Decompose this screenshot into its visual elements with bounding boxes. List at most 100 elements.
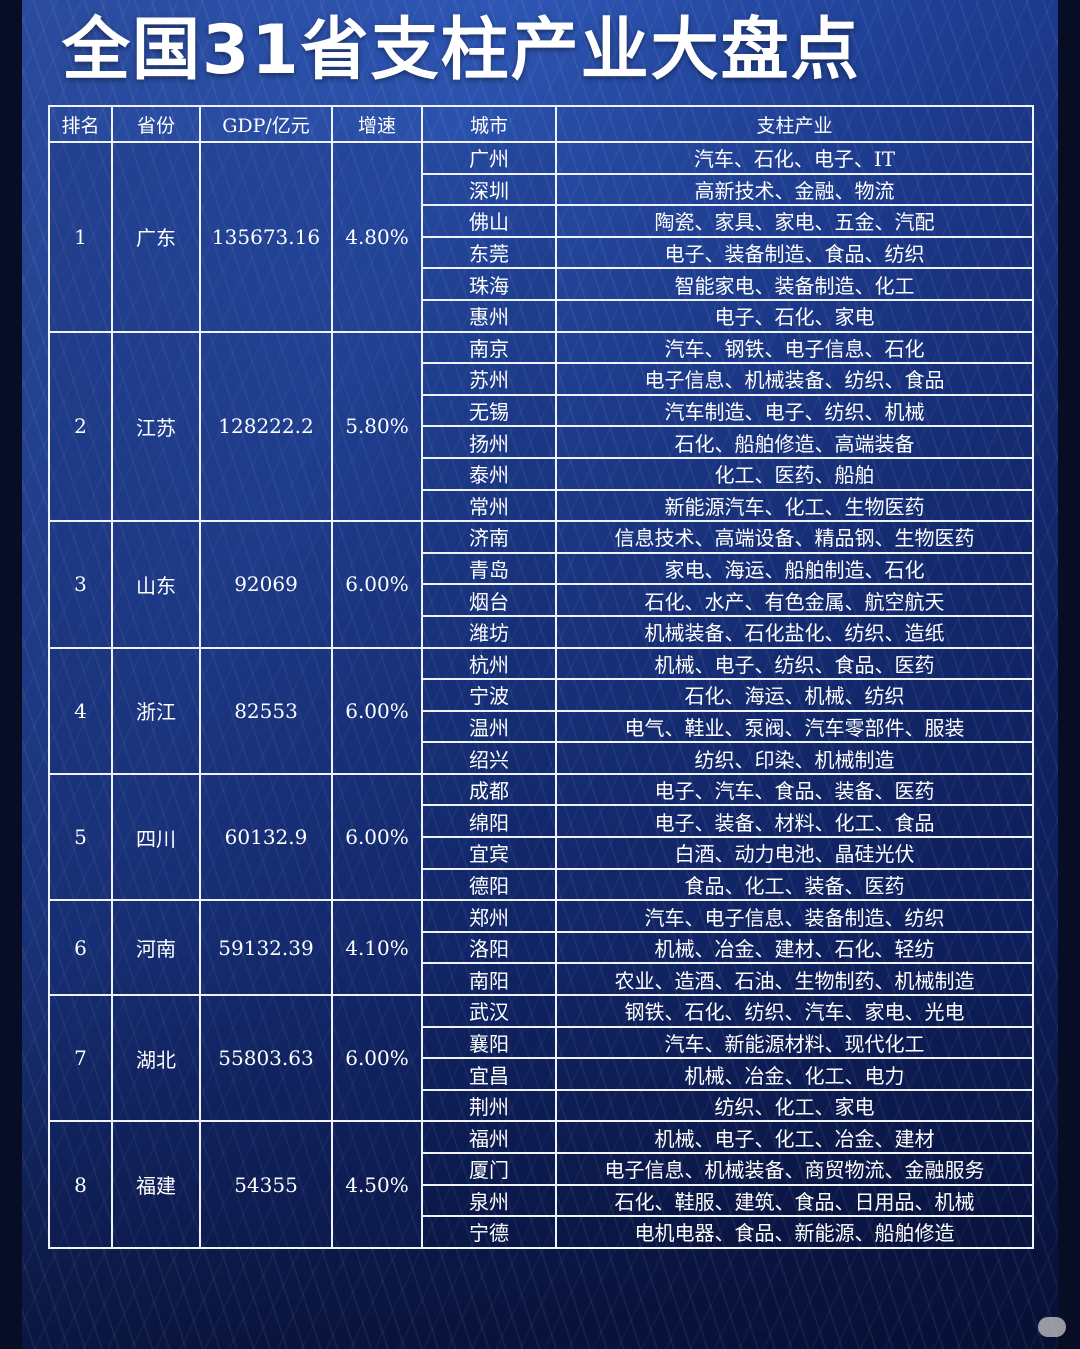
table-row: 温州 电气、鞋业、泵阀、汽车零部件、服装: [49, 709, 1034, 744]
industries-cell: 机械、电子、化工、冶金、建材: [555, 1120, 1034, 1154]
city-cell: 武汉: [421, 994, 557, 1028]
city-cell: 潍坊: [421, 614, 557, 649]
table-row: 佛山 陶瓷、家具、家电、五金、汽配: [49, 204, 1034, 238]
table-row: 南阳 农业、造酒、石油、生物制药、机械制造: [49, 962, 1034, 997]
industries-cell: 机械、电子、纺织、食品、医药: [555, 646, 1034, 681]
industries-cell: 智能家电、装备制造、化工: [555, 267, 1034, 301]
industries-cell: 电子、装备制造、食品、纺织: [555, 235, 1034, 270]
industries-cell: 农业、造酒、石油、生物制药、机械制造: [555, 962, 1034, 997]
table-row: 4 浙江 82553 6.00% 杭州 机械、电子、纺织、食品、医药: [48, 646, 1034, 775]
table-row: 宜昌 机械、冶金、化工、电力: [49, 1057, 1034, 1091]
gdp-cell: 128222.2: [199, 330, 333, 523]
growth-cell: 6.00%: [331, 520, 423, 649]
city-cell: 广州: [421, 141, 557, 175]
table-row: 襄阳 汽车、新能源材料、现代化工: [49, 1025, 1034, 1060]
city-cell: 洛阳: [421, 930, 557, 965]
industries-cell: 电子、汽车、食品、装备、医药: [555, 772, 1034, 807]
table-row: 3 山东 92069 6.00% 济南 信息技术、高端设备、精品钢、生物医药: [48, 520, 1034, 649]
city-cell: 泉州: [421, 1183, 557, 1218]
industries-cell: 高新技术、金融、物流: [555, 172, 1034, 207]
industries-cell: 钢铁、石化、纺织、汽车、家电、光电: [555, 994, 1034, 1028]
industries-cell: 机械装备、石化盐化、纺织、造纸: [555, 614, 1034, 649]
header-industries: 支柱产业: [555, 105, 1034, 143]
growth-cell: 4.50%: [331, 1120, 423, 1249]
industry-table: 排名 省份 GDP/亿元 增速 城市 支柱产业 1 广东 135673.16 4.80…: [48, 105, 1034, 1249]
table-row: 绵阳 电子、装备、材料、化工、食品: [49, 804, 1034, 839]
city-cell: 绵阳: [421, 804, 557, 839]
table-row: 绍兴 纺织、印染、机械制造: [49, 741, 1034, 775]
right-border: [1058, 0, 1080, 1349]
industries-cell: 汽车、新能源材料、现代化工: [555, 1025, 1034, 1060]
industries-cell: 电子、石化、家电: [555, 298, 1034, 333]
table-row: 珠海 智能家电、装备制造、化工: [49, 267, 1034, 301]
industries-cell: 电子信息、机械装备、纺织、食品: [555, 362, 1034, 396]
industries-cell: 机械、冶金、建材、石化、轻纺: [555, 930, 1034, 965]
industries-cell: 信息技术、高端设备、精品钢、生物医药: [555, 520, 1034, 554]
industries-cell: 汽车、钢铁、电子信息、石化: [555, 330, 1034, 365]
header-rank: 排名: [48, 105, 113, 143]
industries-cell: 新能源汽车、化工、生物医药: [555, 488, 1034, 523]
rank-cell: 8: [48, 1120, 113, 1249]
table-row: 烟台 石化、水产、有色金属、航空航天: [49, 583, 1034, 617]
table-row: 洛阳 机械、冶金、建材、石化、轻纺: [49, 930, 1034, 965]
table-row: 常州 新能源汽车、化工、生物医药: [49, 488, 1034, 523]
rank-cell: 5: [48, 772, 113, 902]
growth-cell: 5.80%: [331, 330, 423, 523]
industries-cell: 石化、水产、有色金属、航空航天: [555, 583, 1034, 617]
city-cell: 佛山: [421, 204, 557, 238]
gdp-cell: 135673.16: [199, 141, 333, 333]
city-cell: 温州: [421, 709, 557, 744]
city-cell: 泰州: [421, 456, 557, 491]
table-row: 宜宾 白酒、动力电池、晶硅光伏: [49, 836, 1034, 870]
table-row: 宁德 电机电器、食品、新能源、船舶修造: [49, 1215, 1034, 1249]
table-row: 8 福建 54355 4.50% 福州 机械、电子、化工、冶金、建材: [48, 1120, 1034, 1249]
city-cell: 珠海: [421, 267, 557, 301]
industries-cell: 电机电器、食品、新能源、船舶修造: [555, 1215, 1034, 1249]
province-cell: 湖北: [111, 994, 201, 1123]
table-row: 荆州 纺织、化工、家电: [49, 1088, 1034, 1123]
gdp-cell: 60132.9: [199, 772, 333, 902]
table-row: 东莞 电子、装备制造、食品、纺织: [49, 235, 1034, 270]
growth-cell: 6.00%: [331, 772, 423, 902]
city-cell: 南京: [421, 330, 557, 365]
industries-cell: 家电、海运、船舶制造、石化: [555, 551, 1034, 586]
industries-cell: 机械、冶金、化工、电力: [555, 1057, 1034, 1091]
gdp-cell: 59132.39: [199, 899, 333, 997]
table-row: 潍坊 机械装备、石化盐化、纺织、造纸: [49, 614, 1034, 649]
table-row: 深圳 高新技术、金融、物流: [49, 172, 1034, 207]
header-gdp: GDP/亿元: [199, 105, 333, 143]
city-cell: 常州: [421, 488, 557, 523]
industries-cell: 石化、鞋服、建筑、食品、日用品、机械: [555, 1183, 1034, 1218]
table-row: 5 四川 60132.9 6.00% 成都 电子、汽车、食品、装备、医药: [48, 772, 1034, 902]
city-cell: 青岛: [421, 551, 557, 586]
table-row: 宁波 石化、海运、机械、纺织: [49, 678, 1034, 712]
table-row: 惠州 电子、石化、家电: [49, 298, 1034, 333]
city-cell: 杭州: [421, 646, 557, 681]
table-row: 德阳 食品、化工、装备、医药: [49, 867, 1034, 902]
industries-cell: 化工、医药、船舶: [555, 456, 1034, 491]
table-row: 6 河南 59132.39 4.10% 郑州 汽车、电子信息、装备制造、纺织: [48, 899, 1034, 997]
city-cell: 厦门: [421, 1152, 557, 1186]
city-cell: 郑州: [421, 899, 557, 933]
growth-cell: 6.00%: [331, 646, 423, 775]
table-row: 苏州 电子信息、机械装备、纺织、食品: [49, 362, 1034, 396]
rank-cell: 4: [48, 646, 113, 775]
gdp-cell: 92069: [199, 520, 333, 649]
city-cell: 南阳: [421, 962, 557, 997]
header-growth: 增速: [331, 105, 423, 143]
industries-cell: 食品、化工、装备、医药: [555, 867, 1034, 902]
city-cell: 宜宾: [421, 836, 557, 870]
table-row: 1 广东 135673.16 4.80% 广州 汽车、石化、电子、IT: [48, 141, 1034, 333]
city-cell: 烟台: [421, 583, 557, 617]
province-cell: 福建: [111, 1120, 201, 1249]
city-cell: 宁德: [421, 1215, 557, 1249]
table-row: 厦门 电子信息、机械装备、商贸物流、金融服务: [49, 1152, 1034, 1186]
city-cell: 东莞: [421, 235, 557, 270]
left-border: [0, 0, 22, 1349]
province-cell: 四川: [111, 772, 201, 902]
growth-cell: 6.00%: [331, 994, 423, 1123]
rank-cell: 6: [48, 899, 113, 997]
table-row: 泉州 石化、鞋服、建筑、食品、日用品、机械: [49, 1183, 1034, 1218]
table-row: 2 江苏 128222.2 5.80% 南京 汽车、钢铁、电子信息、石化: [48, 330, 1034, 523]
gdp-cell: 54355: [199, 1120, 333, 1249]
